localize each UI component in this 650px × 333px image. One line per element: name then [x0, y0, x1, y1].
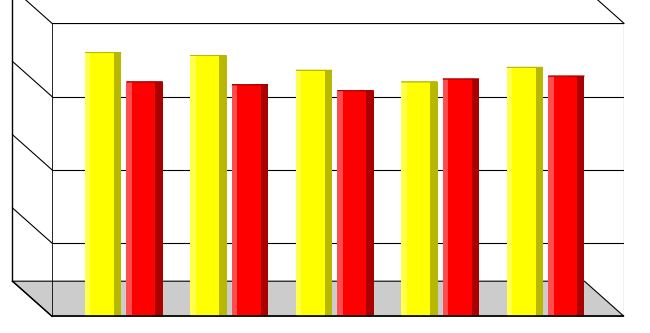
Bar	[127, 82, 132, 316]
Bar	[367, 91, 374, 316]
Bar	[220, 56, 227, 316]
Bar	[430, 82, 437, 316]
Bar	[296, 70, 332, 316]
Bar	[577, 76, 584, 316]
Bar	[114, 53, 121, 316]
Bar	[401, 82, 437, 316]
Bar	[232, 85, 237, 316]
Bar	[443, 79, 448, 316]
Bar	[155, 82, 162, 316]
Bar	[85, 53, 121, 316]
Bar	[536, 67, 543, 316]
Bar	[401, 82, 407, 316]
Bar	[232, 85, 268, 316]
Bar	[507, 67, 512, 316]
Bar	[190, 56, 196, 316]
Polygon shape	[12, 281, 624, 316]
Bar	[296, 70, 301, 316]
Bar	[472, 79, 479, 316]
Bar	[443, 79, 479, 316]
Bar	[337, 91, 343, 316]
Bar	[261, 85, 268, 316]
Bar	[85, 53, 90, 316]
Bar	[325, 70, 332, 316]
Bar	[548, 76, 584, 316]
Bar	[548, 76, 554, 316]
Bar	[190, 56, 227, 316]
Bar	[507, 67, 543, 316]
Bar	[127, 82, 162, 316]
Bar	[337, 91, 374, 316]
